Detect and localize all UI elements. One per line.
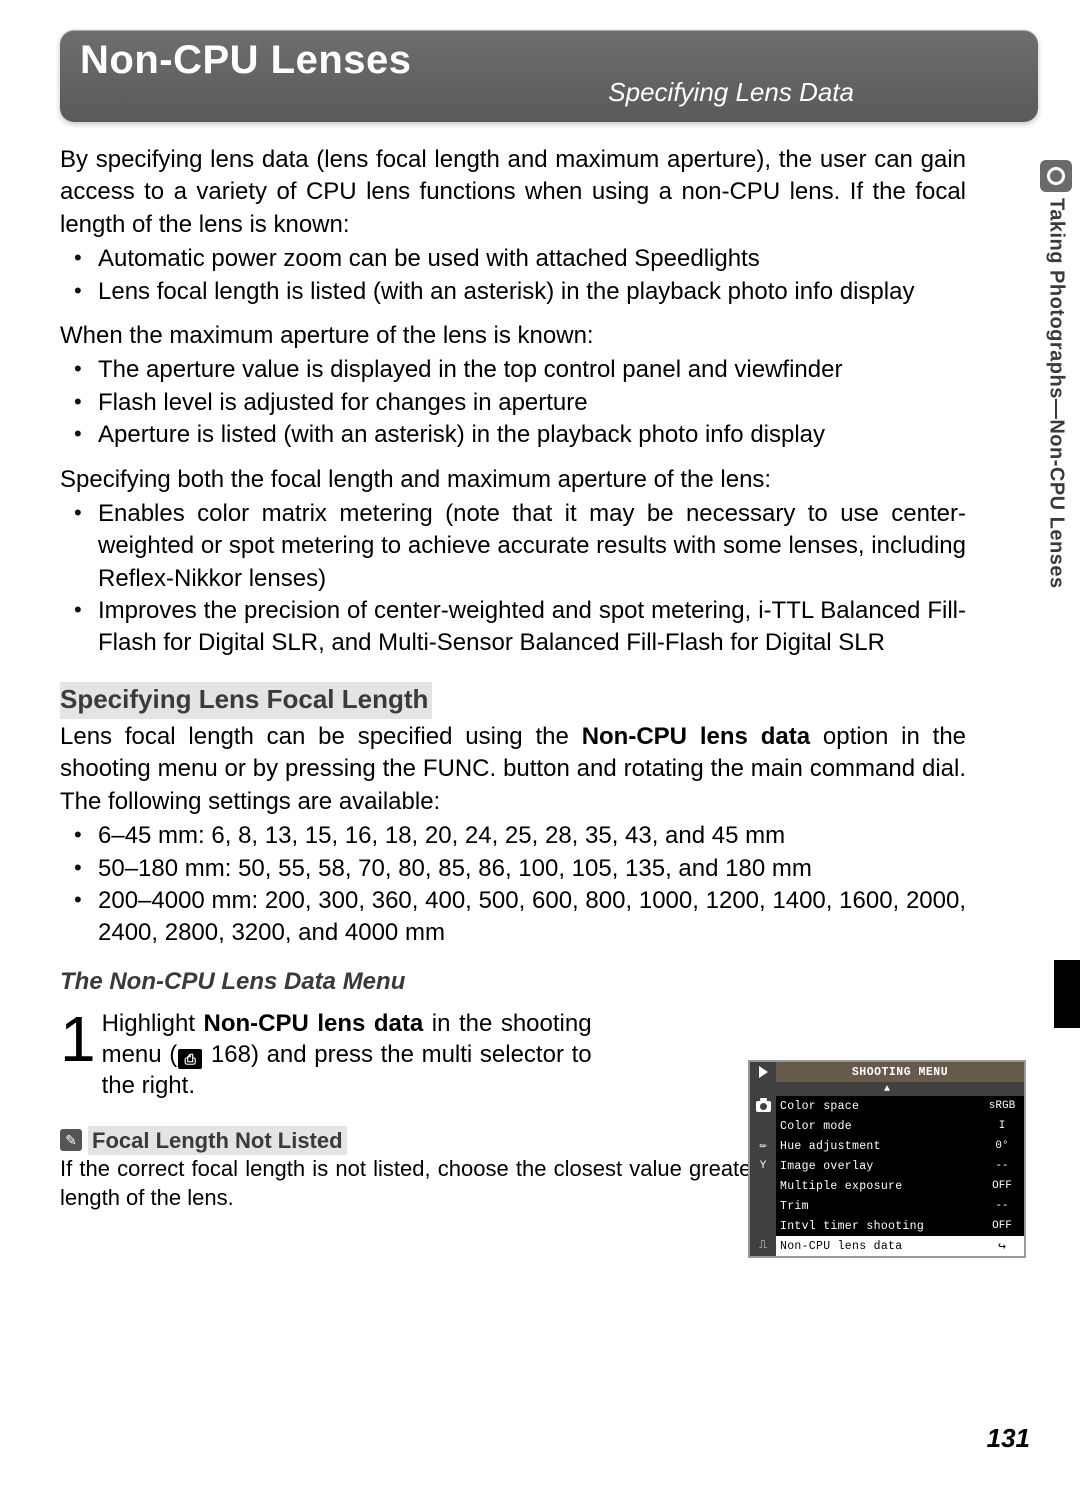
list-item: 50–180 mm: 50, 55, 58, 70, 80, 85, 86, 1… bbox=[60, 853, 966, 885]
menu-tab-icon bbox=[750, 1176, 776, 1196]
menu-tab-icon: Y bbox=[750, 1156, 776, 1176]
list-item: Lens focal length is listed (with an ast… bbox=[60, 276, 966, 308]
menu-row: Multiple exposureOFF bbox=[750, 1176, 1024, 1196]
menu-item-label: Trim bbox=[776, 1196, 980, 1216]
menu-row: Intvl timer shootingOFF bbox=[750, 1216, 1024, 1236]
bullets-focal-known: Automatic power zoom can be used with at… bbox=[60, 243, 966, 308]
lens-chip-icon bbox=[1040, 160, 1072, 192]
menu-item-label: Color space bbox=[776, 1096, 980, 1116]
menu-scroll-up-icon: ▲ bbox=[750, 1082, 1024, 1096]
menu-item-value: OFF bbox=[980, 1176, 1024, 1196]
list-item: Enables color matrix metering (note that… bbox=[60, 498, 966, 595]
list-item: 6–45 mm: 6, 8, 13, 15, 16, 18, 20, 24, 2… bbox=[60, 820, 966, 852]
menu-title: SHOOTING MENU bbox=[776, 1062, 1024, 1082]
menu-item-label: Non-CPU lens data bbox=[776, 1236, 980, 1256]
bullets-settings: 6–45 mm: 6, 8, 13, 15, 16, 18, 20, 24, 2… bbox=[60, 820, 966, 950]
bullets-aperture-known: The aperture value is displayed in the t… bbox=[60, 354, 966, 451]
list-item: The aperture value is displayed in the t… bbox=[60, 354, 966, 386]
sub-section-title: The Non-CPU Lens Data Menu bbox=[60, 966, 966, 998]
menu-item-value: -- bbox=[980, 1196, 1024, 1216]
page-header: Non-CPU Lenses Specifying Lens Data bbox=[60, 30, 1038, 122]
section-body-focal: Lens focal length can be specified using… bbox=[60, 721, 966, 818]
menu-item-label: Hue adjustment bbox=[776, 1136, 980, 1156]
menu-tab-icon: ⎍ bbox=[750, 1236, 776, 1256]
menu-item-label: Multiple exposure bbox=[776, 1176, 980, 1196]
menu-item-label: Image overlay bbox=[776, 1156, 980, 1176]
menu-tab-icon bbox=[750, 1196, 776, 1216]
menu-item-value: 0° bbox=[980, 1136, 1024, 1156]
section-title-focal: Specifying Lens Focal Length bbox=[60, 682, 432, 719]
thumb-index-block bbox=[1054, 960, 1080, 1028]
menu-row: ⎍Non-CPU lens data↪ bbox=[750, 1236, 1024, 1256]
menu-tab-icon bbox=[750, 1216, 776, 1236]
menu-item-label: Color mode bbox=[776, 1116, 980, 1136]
page-number: 131 bbox=[987, 1423, 1030, 1454]
pencil-icon: ✎ bbox=[60, 1129, 82, 1151]
menu-tab-icon: ✎ bbox=[750, 1136, 776, 1156]
page-ref-icon: ⎙ bbox=[178, 1049, 202, 1069]
menu-item-value: sRGB bbox=[980, 1096, 1024, 1116]
menu-row: YImage overlay-- bbox=[750, 1156, 1024, 1176]
list-item: Improves the precision of center-weighte… bbox=[60, 595, 966, 660]
list-item: Automatic power zoom can be used with at… bbox=[60, 243, 966, 275]
menu-tab-icon bbox=[750, 1116, 776, 1136]
step-text: Highlight Non-CPU lens data in the shoot… bbox=[102, 1008, 592, 1102]
menu-row: Color spacesRGB bbox=[750, 1096, 1024, 1116]
menu-item-value: OFF bbox=[980, 1216, 1024, 1236]
menu-row: Trim-- bbox=[750, 1196, 1024, 1216]
list-item: 200–4000 mm: 200, 300, 360, 400, 500, 60… bbox=[60, 885, 966, 950]
note-title: Focal Length Not Listed bbox=[88, 1126, 347, 1156]
para-both: Specifying both the focal length and max… bbox=[60, 464, 966, 496]
shooting-menu-screenshot: SHOOTING MENU ▲ Color spacesRGBColor mod… bbox=[748, 1060, 1026, 1258]
menu-item-value: I bbox=[980, 1116, 1024, 1136]
step-number: 1 bbox=[60, 1012, 96, 1066]
list-item: Flash level is adjusted for changes in a… bbox=[60, 387, 966, 419]
bullets-both: Enables color matrix metering (note that… bbox=[60, 498, 966, 660]
menu-tab-icon bbox=[750, 1096, 776, 1116]
menu-row: Color modeI bbox=[750, 1116, 1024, 1136]
menu-item-label: Intvl timer shooting bbox=[776, 1216, 980, 1236]
menu-item-value: -- bbox=[980, 1156, 1024, 1176]
side-tab: Taking Photographs—Non-CPU Lenses bbox=[1040, 160, 1072, 589]
menu-tab-playback-icon bbox=[750, 1062, 776, 1082]
list-item: Aperture is listed (with an asterisk) in… bbox=[60, 419, 966, 451]
menu-item-value: ↪ bbox=[980, 1236, 1024, 1256]
menu-row: ✎Hue adjustment0° bbox=[750, 1136, 1024, 1156]
intro-paragraph: By specifying lens data (lens focal leng… bbox=[60, 144, 966, 241]
para-aperture-known: When the maximum aperture of the lens is… bbox=[60, 320, 966, 352]
side-tab-label: Taking Photographs—Non-CPU Lenses bbox=[1045, 198, 1068, 589]
